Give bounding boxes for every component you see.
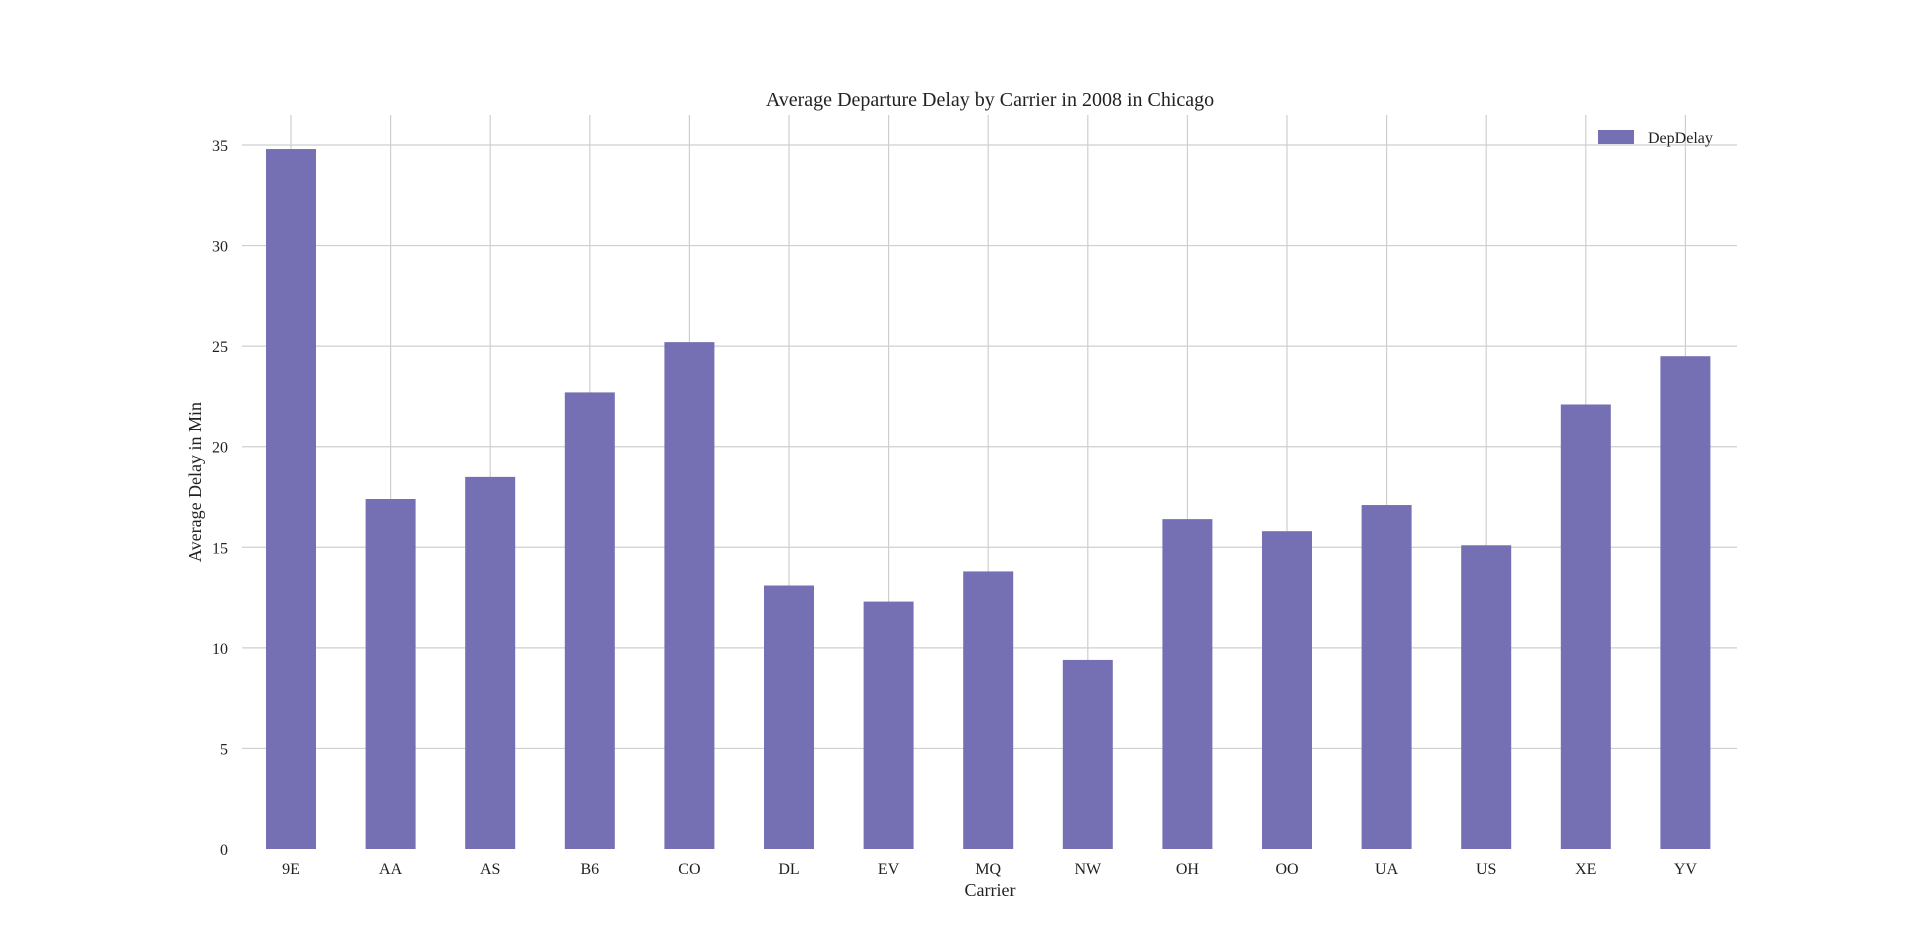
x-tick-label: OH bbox=[1176, 861, 1200, 878]
legend-swatch bbox=[1598, 130, 1634, 144]
bar-9e bbox=[266, 149, 316, 850]
bar-ev bbox=[863, 601, 914, 849]
bar-xe bbox=[1560, 404, 1611, 849]
legend-label: DepDelay bbox=[1648, 130, 1713, 147]
x-tick-label: US bbox=[1476, 861, 1496, 878]
bar-dl bbox=[764, 585, 814, 849]
y-axis-ticks: 0 5 10 15 20 25 30 35 bbox=[212, 138, 228, 859]
x-tick-label: B6 bbox=[580, 861, 599, 878]
bar-yv bbox=[1660, 356, 1711, 849]
y-tick-label: 30 bbox=[212, 239, 228, 256]
x-tick-label: 9E bbox=[282, 861, 300, 878]
x-tick-label: YV bbox=[1674, 861, 1698, 878]
bar-as bbox=[465, 476, 516, 849]
bar-ua bbox=[1361, 505, 1412, 849]
x-tick-label: XE bbox=[1575, 861, 1596, 878]
y-tick-label: 35 bbox=[212, 138, 228, 155]
x-tick-label: AA bbox=[379, 861, 403, 878]
x-tick-label: UA bbox=[1375, 861, 1399, 878]
x-tick-label: MQ bbox=[975, 861, 1001, 878]
bar-aa bbox=[365, 499, 416, 849]
x-tick-label: NW bbox=[1074, 861, 1102, 878]
x-tick-label: DL bbox=[778, 861, 799, 878]
bar-nw bbox=[1062, 659, 1113, 849]
x-tick-label: EV bbox=[878, 861, 900, 878]
x-tick-label: CO bbox=[678, 861, 700, 878]
bar-oh bbox=[1162, 519, 1213, 849]
bar-b6 bbox=[564, 392, 615, 849]
y-tick-label: 10 bbox=[212, 641, 228, 658]
legend: DepDelay bbox=[1598, 130, 1713, 147]
x-axis-label: Carrier bbox=[965, 880, 1016, 900]
chart-title: Average Departure Delay by Carrier in 20… bbox=[766, 89, 1214, 111]
y-tick-label: 15 bbox=[212, 540, 228, 557]
bar-series bbox=[266, 149, 1711, 850]
y-tick-label: 0 bbox=[220, 842, 228, 859]
bar-oo bbox=[1262, 531, 1312, 849]
x-tick-label: AS bbox=[480, 861, 500, 878]
y-axis-label: Average Delay in Min bbox=[185, 402, 205, 562]
x-axis-ticks: 9E AA AS B6 CO DL EV MQ NW OH OO UA US XE YV bbox=[282, 861, 1697, 878]
y-tick-label: 5 bbox=[220, 741, 228, 758]
x-tick-label: OO bbox=[1275, 861, 1298, 878]
bar-mq bbox=[963, 571, 1014, 849]
y-tick-label: 20 bbox=[212, 440, 228, 457]
bar-us bbox=[1461, 545, 1512, 849]
y-tick-label: 25 bbox=[212, 339, 228, 356]
bar-co bbox=[664, 342, 715, 849]
